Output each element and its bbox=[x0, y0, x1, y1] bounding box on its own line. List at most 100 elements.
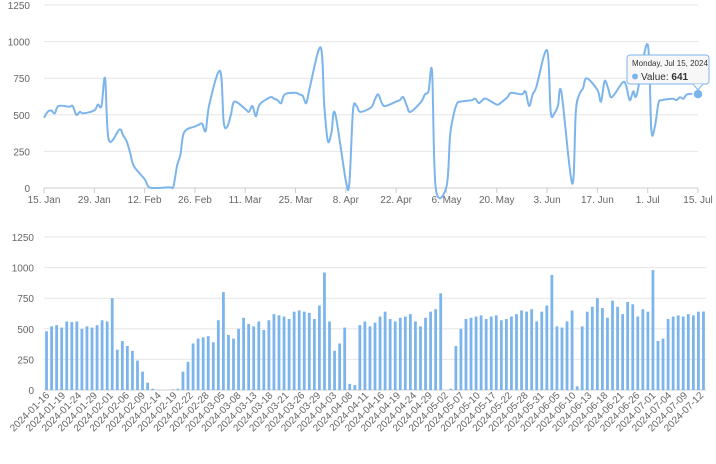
bar[interactable] bbox=[348, 383, 352, 390]
bar[interactable] bbox=[222, 292, 225, 390]
bar[interactable] bbox=[646, 311, 650, 390]
bar[interactable] bbox=[333, 350, 336, 390]
bar[interactable] bbox=[702, 311, 705, 390]
bar[interactable] bbox=[479, 315, 483, 390]
bar[interactable] bbox=[489, 316, 493, 390]
bar[interactable] bbox=[535, 321, 539, 390]
bar[interactable] bbox=[449, 388, 453, 390]
bar[interactable] bbox=[464, 319, 468, 390]
bar[interactable] bbox=[80, 328, 84, 390]
bar[interactable] bbox=[580, 326, 584, 390]
bar[interactable] bbox=[555, 326, 559, 390]
bar[interactable] bbox=[666, 319, 670, 390]
bar[interactable] bbox=[358, 325, 362, 390]
bar[interactable] bbox=[681, 316, 685, 390]
bar[interactable] bbox=[297, 310, 301, 390]
bar[interactable] bbox=[196, 338, 200, 390]
bar[interactable] bbox=[131, 350, 134, 390]
bar[interactable] bbox=[520, 310, 523, 390]
bar[interactable] bbox=[363, 321, 367, 390]
bar[interactable] bbox=[611, 300, 614, 390]
bar[interactable] bbox=[302, 311, 306, 390]
bar[interactable] bbox=[176, 388, 180, 390]
bar[interactable] bbox=[110, 298, 114, 390]
bar[interactable] bbox=[55, 325, 59, 390]
bar[interactable] bbox=[338, 343, 342, 390]
bar[interactable] bbox=[565, 321, 569, 390]
bar[interactable] bbox=[328, 321, 331, 390]
bar[interactable] bbox=[368, 326, 372, 390]
bar[interactable] bbox=[560, 327, 564, 390]
bar[interactable] bbox=[60, 327, 64, 390]
bar[interactable] bbox=[136, 360, 139, 390]
bar[interactable] bbox=[474, 316, 478, 390]
bar[interactable] bbox=[70, 322, 74, 390]
bar[interactable] bbox=[272, 314, 276, 390]
bar[interactable] bbox=[323, 272, 326, 391]
bar[interactable] bbox=[575, 386, 579, 390]
bar[interactable] bbox=[232, 338, 235, 390]
bar[interactable] bbox=[181, 371, 185, 390]
bar[interactable] bbox=[510, 316, 513, 390]
bar[interactable] bbox=[262, 330, 266, 390]
bar[interactable] bbox=[388, 319, 392, 390]
bar[interactable] bbox=[257, 321, 261, 390]
bar[interactable] bbox=[45, 331, 48, 390]
bar-chart[interactable]: 0250500750100012502024-01-162024-01-1920… bbox=[0, 215, 716, 464]
bar[interactable] bbox=[641, 309, 645, 390]
bar[interactable] bbox=[570, 310, 574, 390]
bar[interactable] bbox=[525, 311, 528, 390]
bar[interactable] bbox=[247, 323, 251, 390]
bar[interactable] bbox=[454, 345, 458, 390]
bar[interactable] bbox=[494, 315, 498, 390]
bar[interactable] bbox=[151, 388, 155, 390]
bar[interactable] bbox=[419, 326, 422, 390]
bar[interactable] bbox=[343, 327, 347, 390]
bar[interactable] bbox=[318, 305, 321, 390]
bar[interactable] bbox=[590, 306, 594, 390]
bar[interactable] bbox=[90, 327, 94, 390]
bar[interactable] bbox=[686, 314, 690, 390]
bar[interactable] bbox=[636, 316, 640, 390]
bar[interactable] bbox=[429, 311, 432, 390]
bar[interactable] bbox=[393, 321, 397, 390]
bar[interactable] bbox=[515, 314, 518, 390]
series-line[interactable] bbox=[43, 43, 699, 200]
bar[interactable] bbox=[237, 328, 240, 390]
bar[interactable] bbox=[171, 389, 175, 390]
bar[interactable] bbox=[373, 322, 377, 390]
bar[interactable] bbox=[100, 320, 104, 390]
bar[interactable] bbox=[267, 320, 271, 390]
bar[interactable] bbox=[403, 316, 407, 390]
bar[interactable] bbox=[626, 301, 630, 390]
bar[interactable] bbox=[530, 309, 534, 390]
bar[interactable] bbox=[211, 342, 215, 390]
bar[interactable] bbox=[65, 321, 69, 390]
bar[interactable] bbox=[616, 306, 619, 390]
bar[interactable] bbox=[287, 319, 291, 390]
bar[interactable] bbox=[621, 314, 625, 390]
bar[interactable] bbox=[378, 316, 382, 390]
bar[interactable] bbox=[120, 341, 124, 390]
bar[interactable] bbox=[277, 315, 281, 390]
bar[interactable] bbox=[146, 382, 149, 390]
bar[interactable] bbox=[595, 298, 599, 390]
bar[interactable] bbox=[484, 319, 488, 390]
bar[interactable] bbox=[606, 317, 609, 390]
bar[interactable] bbox=[307, 312, 311, 390]
bar[interactable] bbox=[398, 317, 402, 390]
bar[interactable] bbox=[697, 311, 700, 390]
bar[interactable] bbox=[312, 319, 316, 390]
bar[interactable] bbox=[227, 334, 230, 390]
bar[interactable] bbox=[505, 319, 508, 390]
bar[interactable] bbox=[201, 337, 205, 390]
bar[interactable] bbox=[631, 304, 635, 390]
bar[interactable] bbox=[434, 309, 438, 390]
bar[interactable] bbox=[125, 345, 129, 390]
bar[interactable] bbox=[216, 320, 220, 390]
bar[interactable] bbox=[656, 341, 660, 390]
bar[interactable] bbox=[459, 328, 463, 390]
bar[interactable] bbox=[545, 305, 549, 390]
bar[interactable] bbox=[469, 317, 473, 390]
bar[interactable] bbox=[353, 385, 357, 390]
